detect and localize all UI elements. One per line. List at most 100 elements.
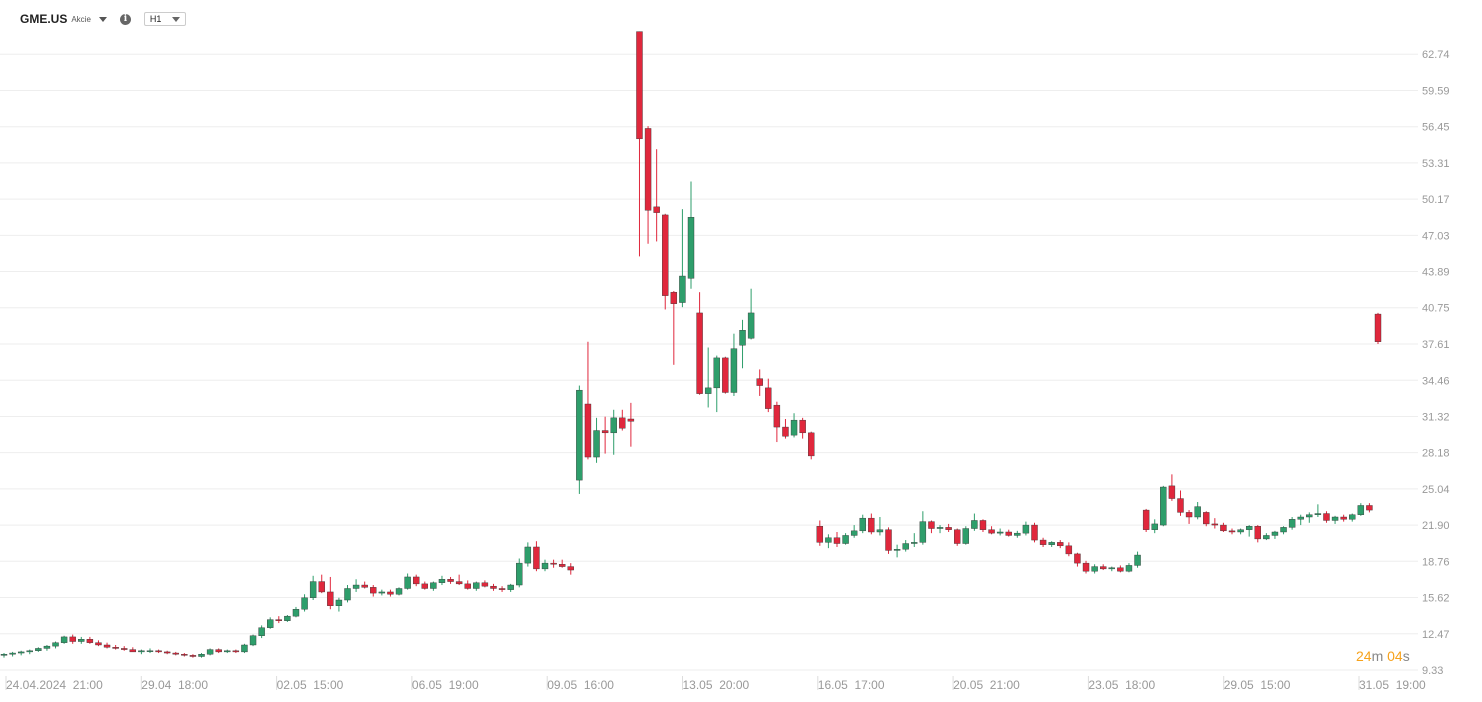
candle-body — [911, 542, 918, 544]
candle-down — [1374, 312, 1382, 345]
candle-up — [335, 597, 343, 612]
candle-body — [1082, 562, 1090, 572]
candle-body — [971, 520, 978, 529]
candle-up — [430, 581, 437, 591]
candle-body — [713, 357, 720, 389]
candle-up — [996, 528, 1004, 536]
candle-down — [1203, 511, 1210, 527]
candle-down — [172, 651, 179, 656]
candle-body — [430, 582, 437, 589]
candle-body — [1160, 486, 1167, 526]
candle-body — [249, 635, 257, 646]
candle-body — [1280, 527, 1287, 533]
info-icon[interactable]: i — [119, 13, 131, 25]
x-tick-label: 20.05 21:00 — [953, 678, 1020, 692]
candle-body — [438, 579, 446, 583]
candle-down — [868, 513, 875, 535]
candle-up — [1297, 514, 1304, 526]
candle-down — [1065, 542, 1073, 557]
candle-down — [533, 541, 540, 572]
candle-down — [1254, 525, 1261, 543]
candle-down — [885, 527, 892, 554]
candle-up — [35, 647, 42, 652]
candle-body — [1048, 542, 1055, 545]
candle-body — [1357, 505, 1365, 515]
candle-down — [121, 646, 128, 651]
symbol-label[interactable]: GME.US — [20, 12, 68, 26]
candle-body — [378, 591, 386, 594]
candle-body — [558, 564, 566, 567]
candle-down — [928, 520, 935, 534]
y-tick-label: 59.59 — [1422, 86, 1450, 98]
symbol-dropdown-chevron-down-icon[interactable] — [98, 16, 107, 22]
candle-up — [1125, 563, 1133, 573]
candle-up — [378, 589, 386, 596]
candle-body — [1263, 535, 1270, 540]
candle-up — [224, 649, 231, 654]
candle-body — [773, 404, 781, 428]
candle-body — [1323, 513, 1330, 521]
timeframe-select[interactable]: H1 — [143, 12, 186, 26]
chevron-down-icon — [171, 16, 180, 22]
candle-body — [344, 588, 351, 601]
candle-body — [885, 529, 892, 551]
candle-down — [1082, 560, 1090, 574]
countdown-minutes-unit: m — [1371, 648, 1384, 664]
candle-body — [1177, 498, 1184, 513]
candle-body — [593, 430, 600, 458]
candle-body — [988, 529, 995, 534]
candle-up — [0, 653, 8, 658]
candle-up — [9, 651, 16, 657]
candle-up — [1288, 517, 1296, 530]
candle-body — [670, 291, 678, 304]
candle-down — [1185, 510, 1193, 524]
candle-body — [1031, 524, 1038, 541]
candle-body — [704, 387, 712, 394]
candle-body — [1134, 554, 1141, 566]
grid-lines — [0, 53, 1418, 671]
candle-body — [455, 581, 463, 585]
candle-body — [765, 387, 772, 409]
candle-down — [103, 642, 111, 649]
candle-up — [301, 594, 308, 612]
candle-down — [1228, 528, 1236, 535]
candle-body — [232, 650, 240, 653]
candle-body — [1314, 513, 1322, 515]
candle-up — [936, 525, 944, 534]
candle-body — [1065, 545, 1073, 555]
candle-down — [1117, 565, 1124, 573]
candle-body — [181, 654, 188, 656]
candle-down — [670, 291, 678, 365]
candle-body — [1074, 553, 1081, 564]
candle-down — [1211, 518, 1219, 529]
candle-up — [790, 413, 798, 438]
candle-up — [850, 525, 858, 538]
candle-up — [1048, 541, 1055, 547]
candle-down — [954, 528, 961, 546]
x-tick-label: 06.05 19:00 — [412, 678, 479, 692]
candle-body — [1185, 512, 1193, 518]
candle-up — [1237, 528, 1244, 535]
candle-body — [833, 537, 841, 544]
candle-body — [1108, 567, 1115, 570]
candle-down — [816, 520, 824, 546]
candle-body — [26, 650, 33, 653]
x-tick-label: 23.05 18:00 — [1088, 678, 1155, 692]
candle-body — [129, 649, 137, 653]
x-tick-label: 16.05 17:00 — [818, 678, 885, 692]
candle-body — [78, 639, 85, 642]
candle-body — [1220, 524, 1227, 532]
candle-up — [1108, 566, 1115, 572]
candle-down — [361, 581, 368, 589]
y-tick-label: 18.76 — [1422, 556, 1450, 568]
candle-body — [696, 312, 703, 394]
candle-body — [919, 521, 927, 543]
candle-up — [911, 533, 918, 547]
candle-down — [1177, 490, 1184, 516]
candle-body — [722, 357, 729, 393]
candle-body — [327, 591, 334, 606]
candle-body — [172, 652, 179, 655]
candle-body — [95, 642, 102, 646]
candle-down — [773, 401, 781, 443]
